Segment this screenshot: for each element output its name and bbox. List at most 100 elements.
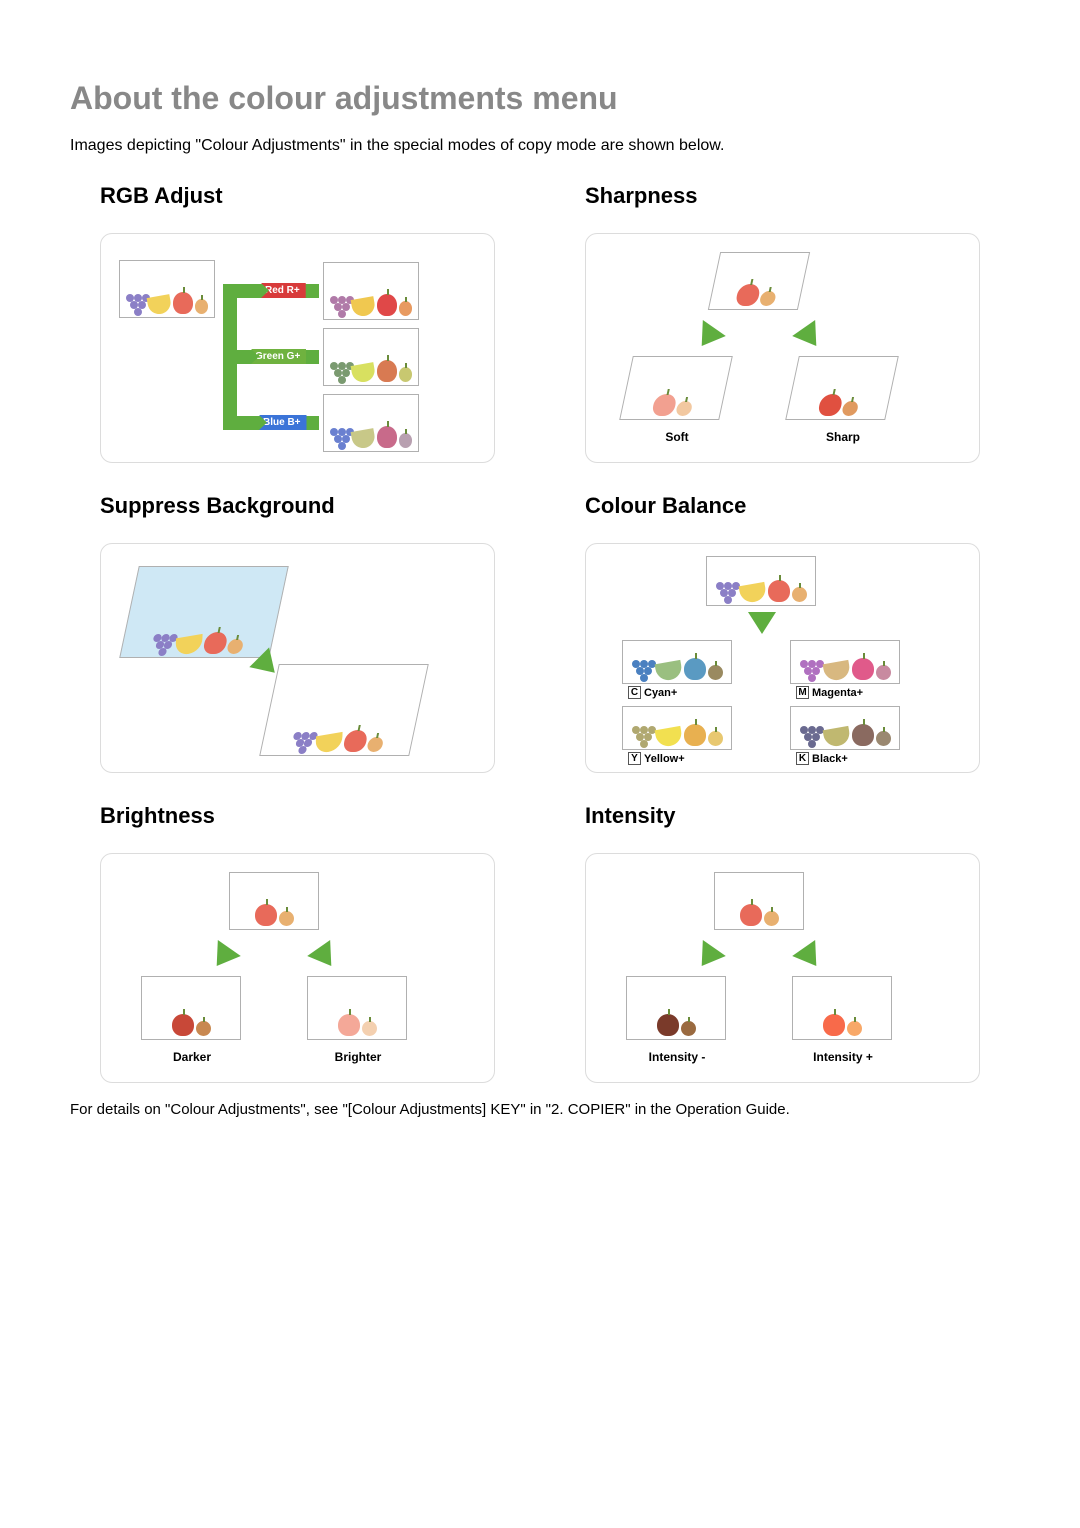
small-apple-icon <box>226 639 244 654</box>
grapes-icon <box>150 634 176 654</box>
banana-icon <box>822 726 851 748</box>
intensity-source <box>714 872 804 930</box>
apple-icon <box>377 426 397 448</box>
apple-icon <box>740 904 762 926</box>
arrow-right-icon <box>792 320 828 354</box>
rgb-variant-blue <box>323 394 419 452</box>
panel-intensity: Intensity - Intensity + <box>585 853 980 1083</box>
apple-icon <box>255 904 277 926</box>
grapes-icon <box>800 660 822 680</box>
sharp-right <box>785 356 899 420</box>
small-apple-icon <box>362 1021 377 1036</box>
apple-icon <box>817 394 844 416</box>
grapes-icon <box>126 294 146 314</box>
cell-colour-balance: Colour Balance CCyan+ MM <box>585 493 980 773</box>
panel-colour-balance: CCyan+ MMagenta+ YYellow+ KBl <box>585 543 980 773</box>
apple-icon <box>734 284 761 306</box>
grapes-icon <box>330 428 350 448</box>
panel-brightness: Darker Brighter <box>100 853 495 1083</box>
cell-intensity: Intensity Intensity - Intensity + <box>585 803 980 1083</box>
banana-icon <box>175 634 202 656</box>
heading-brightness: Brightness <box>100 803 495 829</box>
small-apple-icon <box>366 737 384 752</box>
suppress-after <box>259 664 429 756</box>
banana-icon <box>654 660 683 682</box>
banana-icon <box>654 726 683 748</box>
label-darker: Darker <box>137 1050 247 1064</box>
cell-rgb-adjust: RGB Adjust Red R+ Green G+ <box>100 183 495 463</box>
small-apple-icon <box>196 1021 211 1036</box>
cb-cyan <box>622 640 732 684</box>
grapes-icon <box>800 726 822 746</box>
arrow-right-icon <box>792 940 828 974</box>
heading-suppress-bg: Suppress Background <box>100 493 495 519</box>
grapes-icon <box>632 726 654 746</box>
small-apple-icon <box>399 433 412 448</box>
apple-icon <box>173 292 193 314</box>
small-apple-icon <box>195 299 208 314</box>
panel-rgb-adjust: Red R+ Green G+ Blue B+ <box>100 233 495 463</box>
heading-sharpness: Sharpness <box>585 183 980 209</box>
chip-black: KBlack+ <box>796 752 848 765</box>
apple-icon <box>852 724 874 746</box>
apple-icon <box>768 580 790 602</box>
small-apple-icon <box>764 911 779 926</box>
apple-icon <box>651 394 678 416</box>
apple-icon <box>823 1014 845 1036</box>
apple-icon <box>377 294 397 316</box>
chip-cyan: CCyan+ <box>628 686 677 699</box>
small-apple-icon <box>876 731 891 746</box>
banana-icon <box>822 660 851 682</box>
grapes-icon <box>330 362 350 382</box>
apple-icon <box>684 724 706 746</box>
intensity-left <box>626 976 726 1040</box>
label-intensity-plus: Intensity + <box>788 1050 898 1064</box>
heading-colour-balance: Colour Balance <box>585 493 980 519</box>
small-apple-icon <box>681 1021 696 1036</box>
cell-sharpness: Sharpness Soft Sharp <box>585 183 980 463</box>
label-intensity-minus: Intensity - <box>622 1050 732 1064</box>
apple-icon <box>657 1014 679 1036</box>
arrow-left-icon <box>205 940 241 974</box>
chip-magenta: MMagenta+ <box>796 686 863 699</box>
apple-icon <box>338 1014 360 1036</box>
small-apple-icon <box>279 911 294 926</box>
cb-black <box>790 706 900 750</box>
banana-icon <box>146 294 172 316</box>
rgb-source-sample <box>119 260 215 318</box>
intensity-right <box>792 976 892 1040</box>
small-apple-icon <box>792 587 807 602</box>
rgb-variant-green <box>323 328 419 386</box>
bright-left <box>141 976 241 1040</box>
chip-yellow: YYellow+ <box>628 752 685 765</box>
apple-icon <box>852 658 874 680</box>
grapes-icon <box>716 582 738 602</box>
label-brighter: Brighter <box>303 1050 413 1064</box>
banana-icon <box>315 732 342 754</box>
small-apple-icon <box>708 731 723 746</box>
banana-icon <box>350 296 376 318</box>
small-apple-icon <box>847 1021 862 1036</box>
rgb-flag-green: Green G+ <box>251 349 306 364</box>
cell-suppress-bg: Suppress Background <box>100 493 495 773</box>
banana-icon <box>738 582 767 604</box>
bright-source <box>229 872 319 930</box>
cb-yellow <box>622 706 732 750</box>
small-apple-icon <box>758 291 776 306</box>
sharp-source <box>708 252 810 310</box>
small-apple-icon <box>675 401 693 416</box>
arrow-down-icon <box>748 612 776 634</box>
rgb-variant-red <box>323 262 419 320</box>
label-sharp: Sharp <box>788 430 898 444</box>
panel-suppress-bg <box>100 543 495 773</box>
apple-icon <box>202 632 229 654</box>
arrow-left-icon <box>690 940 726 974</box>
footer-note: For details on "Colour Adjustments", see… <box>70 1101 1010 1118</box>
small-apple-icon <box>841 401 859 416</box>
grapes-icon <box>290 732 316 752</box>
suppress-before <box>119 566 289 658</box>
heading-intensity: Intensity <box>585 803 980 829</box>
banana-icon <box>350 362 376 384</box>
label-soft: Soft <box>622 430 732 444</box>
apple-icon <box>342 730 369 752</box>
